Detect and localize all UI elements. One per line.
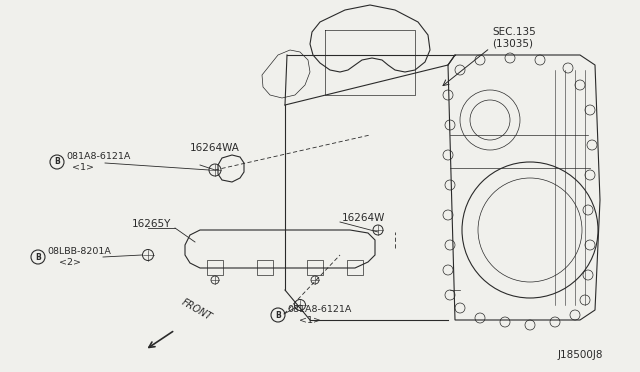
Text: B: B — [275, 311, 281, 320]
Text: SEC.135
(13035): SEC.135 (13035) — [492, 27, 536, 49]
Text: 16264W: 16264W — [342, 213, 385, 223]
Text: 08LBB-8201A
    <2>: 08LBB-8201A <2> — [47, 247, 111, 267]
Text: 081A8-6121A
    <1>: 081A8-6121A <1> — [287, 305, 351, 325]
Text: FRONT: FRONT — [180, 297, 214, 322]
Text: B: B — [35, 253, 41, 262]
Text: 16265Y: 16265Y — [132, 219, 172, 229]
Bar — [347, 260, 363, 275]
Bar — [207, 260, 223, 275]
Text: 081A8-6121A
  <1>: 081A8-6121A <1> — [66, 152, 131, 172]
Bar — [307, 260, 323, 275]
Text: B: B — [54, 157, 60, 167]
Text: J18500J8: J18500J8 — [558, 350, 604, 360]
Text: 16264WA: 16264WA — [190, 143, 240, 153]
Bar — [257, 260, 273, 275]
